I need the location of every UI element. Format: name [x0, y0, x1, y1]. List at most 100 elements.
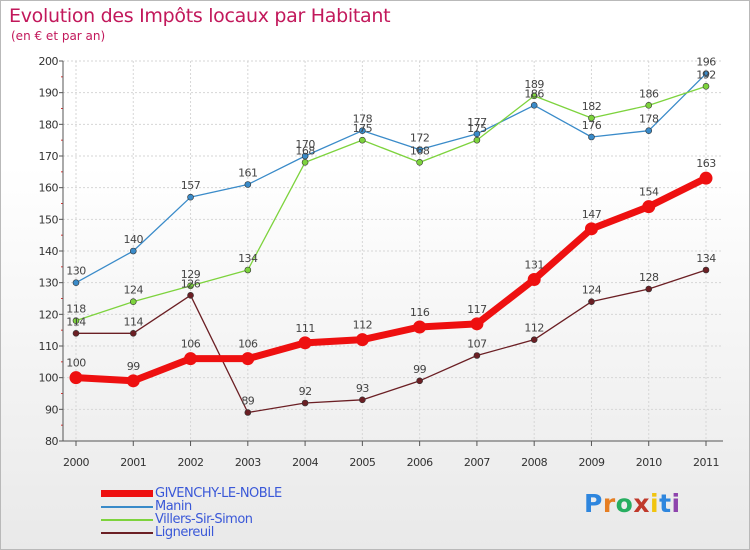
x-tick-label: 2010 [636, 456, 662, 469]
y-tick-label: 180 [39, 118, 59, 131]
data-point-givenchy-le-noble [241, 352, 255, 366]
data-label-manin: 186 [524, 87, 544, 100]
data-label-villers-sir-simon: 124 [124, 284, 144, 297]
data-point-manin [645, 127, 653, 134]
data-label-lignereuil: 89 [241, 395, 254, 408]
data-label-villers-sir-simon: 182 [582, 100, 602, 113]
y-tick-label: 150 [39, 213, 59, 226]
legend-swatch-lignereuil [101, 532, 153, 534]
y-tick-label: 110 [39, 340, 59, 353]
data-point-villers-sir-simon [129, 298, 137, 305]
data-point-givenchy-le-noble [642, 200, 656, 214]
data-point-villers-sir-simon [244, 266, 252, 274]
x-tick-label: 2007 [464, 456, 490, 469]
logo-letter: t [659, 489, 672, 518]
grid-lines [63, 60, 723, 442]
data-label-manin: 172 [410, 132, 430, 145]
y-tick-label: 90 [45, 403, 58, 416]
chart-subtitle: (en € et par an) [11, 29, 106, 43]
data-point-lignereuil [187, 292, 194, 299]
data-label-givenchy-le-noble: 100 [66, 357, 86, 370]
data-point-manin [301, 152, 309, 160]
series-line-lignereuil [75, 269, 707, 414]
data-point-villers-sir-simon [416, 159, 423, 166]
series-line-manin [75, 73, 707, 284]
y-tick-label: 120 [39, 308, 59, 321]
legend-swatch-villers [101, 519, 153, 521]
x-tick-label: 2009 [578, 456, 604, 469]
data-point-manin [588, 133, 595, 141]
data-label-villers-sir-simon: 175 [467, 122, 487, 135]
data-label-givenchy-le-noble: 106 [238, 338, 258, 351]
data-label-lignereuil: 112 [524, 322, 544, 335]
data-label-manin: 178 [639, 113, 659, 126]
data-point-manin [359, 127, 366, 134]
data-point-villers-sir-simon [702, 83, 710, 90]
data-label-villers-sir-simon: 175 [353, 122, 373, 135]
data-point-lignereuil [359, 396, 366, 404]
data-point-givenchy-le-noble [699, 171, 713, 185]
data-point-givenchy-le-noble [298, 336, 312, 350]
logo-letter: P [584, 489, 603, 518]
series-line-givenchy-le-noble [72, 174, 710, 385]
series-lines [69, 70, 713, 416]
data-point-villers-sir-simon [301, 159, 309, 166]
data-point-manin [702, 70, 710, 77]
data-label-villers-sir-simon: 168 [295, 144, 315, 157]
data-point-givenchy-le-noble [584, 222, 598, 236]
data-point-givenchy-le-noble [69, 371, 83, 385]
data-point-lignereuil [72, 330, 80, 337]
x-tick-label: 2003 [235, 456, 261, 469]
x-tick-label: 2011 [693, 456, 719, 469]
series-line-villers-sir-simon [75, 85, 707, 322]
legend-label-givenchy: GIVENCHY-LE-NOBLE [155, 486, 282, 501]
data-label-villers-sir-simon: 134 [238, 252, 258, 265]
data-point-givenchy-le-noble [527, 273, 541, 286]
data-label-manin: 161 [238, 167, 258, 180]
logo-letter: i [671, 489, 681, 518]
data-point-villers-sir-simon [645, 102, 653, 109]
logo-letter: o [615, 489, 634, 518]
data-label-lignereuil: 92 [299, 385, 312, 398]
data-point-givenchy-le-noble [470, 317, 484, 331]
data-point-lignereuil [588, 298, 595, 305]
data-point-manin [72, 279, 80, 286]
proxiti-logo: Proxiti [584, 489, 681, 518]
data-label-givenchy-le-noble: 106 [181, 338, 201, 351]
data-point-manin [416, 146, 423, 153]
data-label-givenchy-le-noble: 154 [639, 186, 659, 199]
y-tick-label: 190 [39, 87, 59, 100]
data-point-lignereuil [645, 285, 653, 293]
data-label-manin: 130 [66, 265, 86, 278]
data-label-givenchy-le-noble: 131 [524, 259, 544, 272]
data-point-lignereuil [301, 399, 309, 407]
data-label-givenchy-le-noble: 163 [696, 157, 716, 170]
data-label-lignereuil: 99 [413, 363, 426, 376]
legend-label-villers: Villers-Sir-Simon [155, 512, 253, 527]
y-tick-label: 100 [39, 372, 59, 385]
data-label-lignereuil: 124 [582, 284, 602, 297]
y-tick-label: 200 [39, 55, 59, 68]
data-label-manin: 157 [181, 179, 201, 192]
data-point-lignereuil [702, 266, 710, 274]
logo-letter: r [602, 489, 616, 518]
x-tick-label: 2002 [178, 456, 204, 469]
y-tick-label: 170 [39, 150, 59, 163]
data-point-manin [129, 247, 137, 255]
data-label-lignereuil: 93 [356, 382, 369, 395]
data-label-villers-sir-simon: 192 [696, 68, 716, 81]
logo-letter: i [650, 489, 660, 518]
data-label-givenchy-le-noble: 117 [467, 303, 487, 316]
data-label-manin: 170 [295, 138, 315, 151]
data-label-lignereuil: 126 [181, 277, 201, 290]
data-point-villers-sir-simon [530, 92, 538, 100]
data-label-villers-sir-simon: 168 [410, 144, 430, 157]
data-label-givenchy-le-noble: 112 [353, 319, 373, 332]
chart-title: Evolution des Impôts locaux par Habitant [9, 5, 391, 27]
data-point-manin [187, 193, 194, 201]
data-label-givenchy-le-noble: 147 [582, 208, 602, 221]
data-label-villers-sir-simon: 189 [524, 78, 544, 91]
data-point-villers-sir-simon [72, 317, 80, 324]
